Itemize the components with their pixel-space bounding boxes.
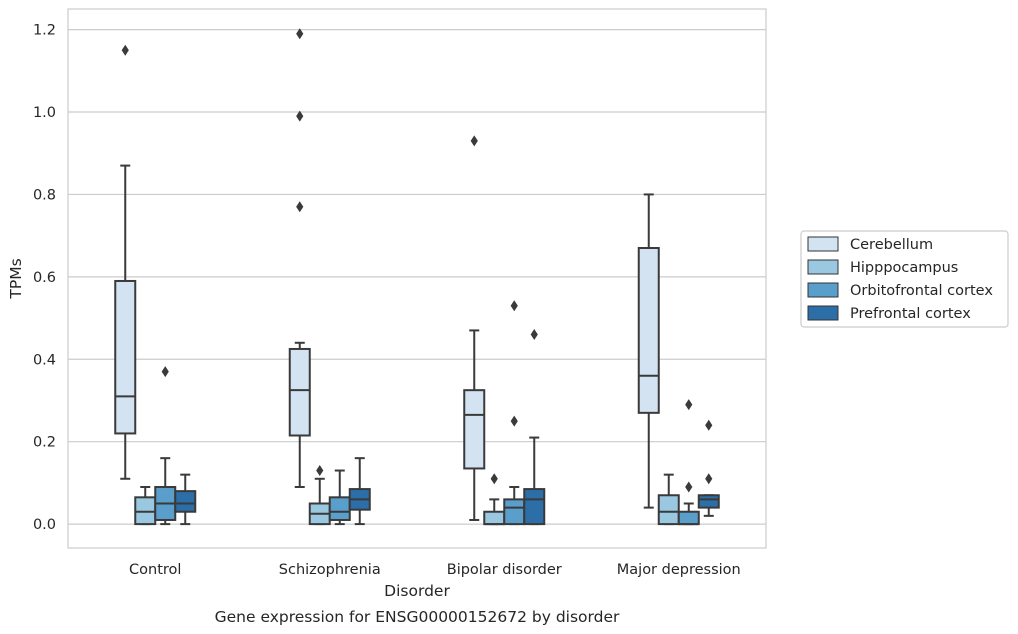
box-body bbox=[523, 488, 546, 526]
box-prefrontal-cortex bbox=[523, 329, 546, 526]
box-body bbox=[503, 498, 526, 526]
outlier-point bbox=[510, 300, 518, 312]
box-hipppocampus bbox=[483, 473, 506, 526]
legend-frame bbox=[800, 230, 1009, 328]
y-tick-label: 0.2 bbox=[33, 435, 56, 451]
box-orbitofrontal-cortex bbox=[328, 469, 351, 526]
y-tick-label: 0.8 bbox=[33, 187, 56, 203]
box-prefrontal-cortex bbox=[697, 419, 720, 517]
legend-label: Cerebellum bbox=[850, 237, 933, 253]
outlier-point bbox=[316, 465, 324, 477]
box-body bbox=[463, 389, 486, 470]
box-cerebellum bbox=[288, 28, 311, 489]
box-cerebellum bbox=[463, 135, 486, 521]
y-tick-label: 1.2 bbox=[33, 23, 56, 39]
grid-lines bbox=[68, 29, 766, 525]
box-prefrontal-cortex bbox=[174, 473, 197, 526]
x-axis-label: Disorder bbox=[384, 582, 450, 600]
outlier-point bbox=[510, 415, 518, 427]
outlier-point bbox=[705, 419, 713, 431]
legend-swatch bbox=[807, 236, 839, 252]
legend-label: Prefrontal cortex bbox=[850, 306, 971, 322]
box-cerebellum bbox=[114, 44, 137, 480]
y-axis-label: TPMs bbox=[7, 258, 25, 299]
box-body bbox=[483, 510, 506, 526]
outlier-point bbox=[470, 135, 478, 147]
box-hipppocampus bbox=[657, 473, 680, 526]
outlier-point bbox=[296, 110, 304, 122]
box-body bbox=[174, 490, 197, 513]
outlier-point bbox=[296, 201, 304, 213]
outlier-point bbox=[161, 366, 169, 378]
x-tick-label: Schizophrenia bbox=[279, 562, 381, 578]
box-orbitofrontal-cortex bbox=[154, 366, 177, 526]
outlier-point bbox=[705, 473, 713, 485]
y-tick-label: 0.4 bbox=[33, 352, 56, 368]
x-tick-label: Bipolar disorder bbox=[447, 562, 562, 578]
legend-swatch bbox=[807, 305, 839, 321]
box-orbitofrontal-cortex bbox=[677, 399, 700, 526]
box-body bbox=[134, 496, 157, 526]
x-tick-label: Control bbox=[129, 562, 181, 578]
y-axis-ticks: 0.0 0.2 0.4 0.6 0.8 1.0 1.2 bbox=[33, 23, 56, 533]
x-tick-label: Major depression bbox=[617, 562, 741, 578]
box-hipppocampus bbox=[134, 486, 157, 526]
box-prefrontal-cortex bbox=[348, 457, 371, 526]
x-axis-ticks: Control Schizophrenia Bipolar disorder Majo… bbox=[129, 562, 741, 578]
box-body bbox=[114, 279, 137, 435]
outlier-point bbox=[490, 473, 498, 485]
box-body bbox=[288, 347, 311, 437]
outlier-point bbox=[685, 399, 693, 411]
legend-swatch bbox=[807, 259, 839, 275]
box-body bbox=[637, 247, 660, 414]
y-tick-label: 1.0 bbox=[33, 105, 56, 121]
legend-label: Orbitofrontal cortex bbox=[850, 283, 993, 299]
legend-swatch bbox=[807, 282, 839, 298]
box-cerebellum bbox=[637, 193, 660, 509]
y-tick-label: 0.6 bbox=[33, 270, 56, 286]
box-body bbox=[657, 494, 680, 526]
box-series bbox=[114, 28, 720, 526]
box-body bbox=[328, 496, 351, 521]
outlier-point bbox=[530, 329, 538, 341]
box-body bbox=[677, 510, 700, 526]
plot-frame bbox=[67, 8, 767, 549]
outlier-point bbox=[296, 28, 304, 40]
box-hipppocampus bbox=[308, 465, 331, 526]
box-orbitofrontal-cortex bbox=[503, 300, 526, 526]
y-tick-label: 0.0 bbox=[33, 517, 56, 533]
legend: Cerebellum Hipppocampus Orbitofrontal cort… bbox=[800, 230, 1009, 328]
box-body bbox=[697, 494, 720, 509]
legend-label: Hipppocampus bbox=[850, 260, 958, 276]
outlier-point bbox=[685, 481, 693, 493]
outlier-point bbox=[121, 44, 129, 56]
chart-caption: Gene expression for ENSG00000152672 by d… bbox=[215, 608, 620, 626]
